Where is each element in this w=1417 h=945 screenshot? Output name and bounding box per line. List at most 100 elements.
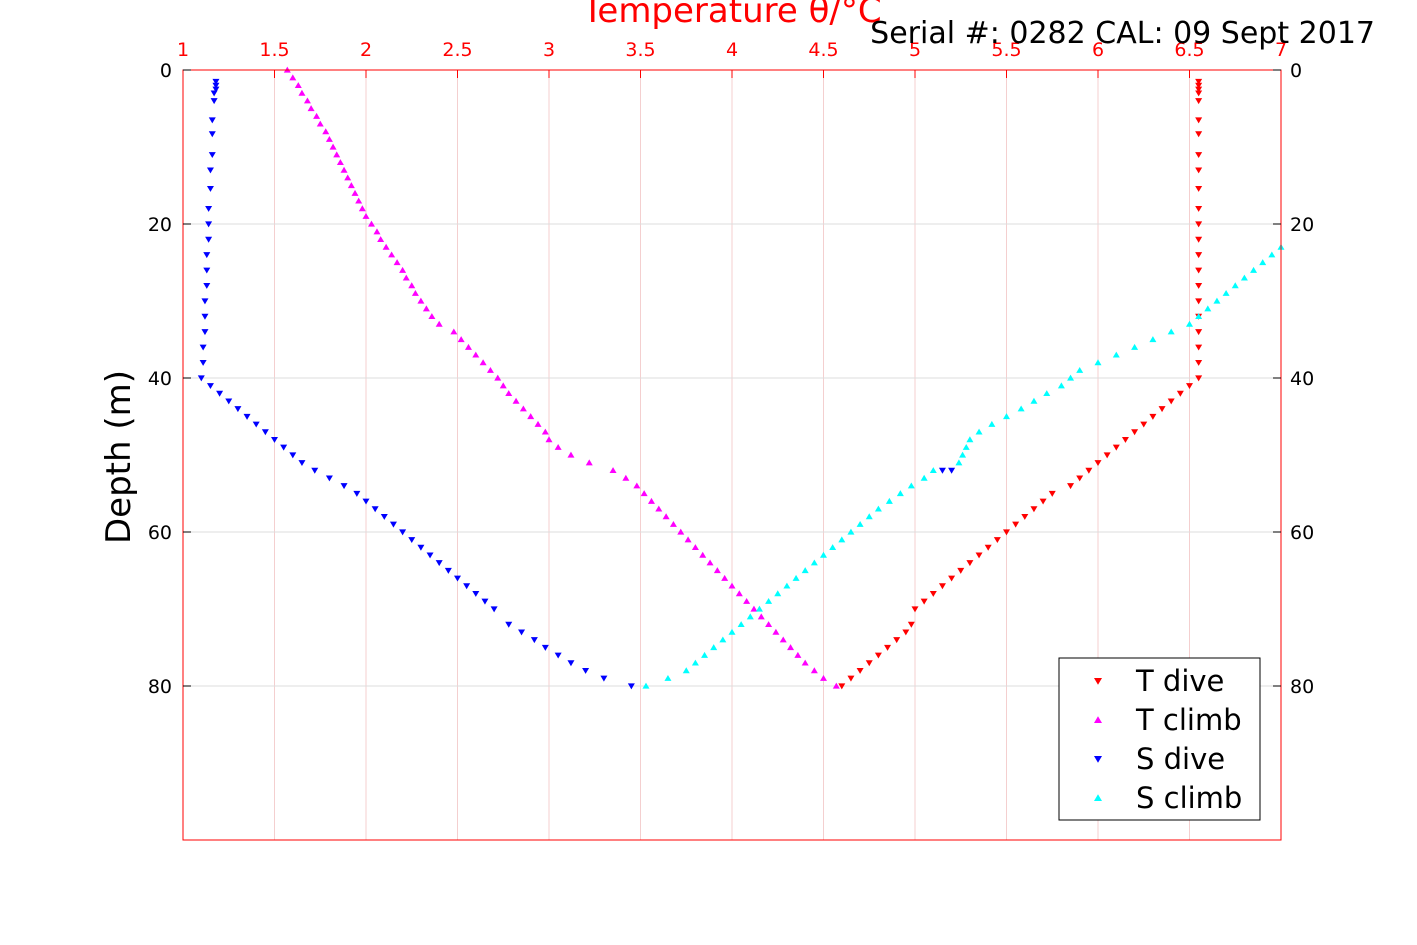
data-point — [208, 152, 216, 159]
data-point — [325, 475, 333, 482]
data-point — [710, 644, 718, 651]
data-point — [199, 359, 207, 366]
data-point — [389, 521, 397, 528]
data-point — [907, 621, 915, 628]
data-point — [1195, 205, 1203, 212]
data-point — [1195, 131, 1203, 138]
data-point — [344, 174, 352, 181]
data-point — [329, 143, 337, 150]
data-point — [201, 313, 209, 320]
data-point — [706, 559, 714, 566]
data-point — [298, 89, 306, 96]
data-point — [966, 560, 974, 567]
data-point — [294, 82, 302, 89]
data-point — [206, 383, 214, 390]
data-point — [669, 520, 677, 527]
data-point — [1112, 351, 1120, 358]
data-point — [519, 405, 527, 412]
data-point — [362, 498, 370, 505]
data-point — [847, 528, 855, 535]
data-point — [1012, 521, 1020, 528]
data-point — [358, 205, 366, 212]
data-point — [428, 313, 436, 320]
legend-label: S climb — [1136, 781, 1242, 815]
data-point — [371, 506, 379, 513]
data-point — [347, 182, 355, 189]
data-point — [205, 221, 213, 228]
x-tick-label: 2 — [360, 39, 372, 61]
data-point — [684, 536, 692, 543]
y-tick-label-left: 20 — [148, 214, 172, 236]
data-point — [210, 90, 218, 97]
y-tick-label-right: 80 — [1290, 676, 1314, 698]
data-point — [1176, 390, 1184, 397]
data-point — [1195, 298, 1203, 305]
data-point — [1158, 406, 1166, 413]
data-point — [289, 452, 297, 459]
data-point — [464, 343, 472, 350]
data-point — [307, 105, 315, 112]
data-point — [627, 683, 635, 690]
data-point — [1076, 366, 1084, 373]
data-point — [373, 228, 381, 235]
data-point — [735, 590, 743, 597]
data-point — [417, 297, 425, 304]
data-point — [792, 574, 800, 581]
data-point — [774, 590, 782, 597]
data-point — [499, 382, 507, 389]
data-point — [512, 397, 520, 404]
data-point — [1067, 483, 1075, 490]
data-point — [1043, 390, 1051, 397]
data-point — [884, 644, 892, 651]
data-point — [1167, 398, 1175, 405]
data-point — [719, 636, 727, 643]
data-point — [948, 467, 956, 474]
data-point — [490, 606, 498, 613]
data-point — [929, 467, 937, 474]
y-tick-label-left: 60 — [148, 522, 172, 544]
data-point — [838, 536, 846, 543]
data-point — [772, 628, 780, 635]
data-point — [737, 621, 745, 628]
x-tick-label: 7 — [1275, 39, 1287, 61]
data-point — [938, 467, 946, 474]
data-point — [1149, 413, 1157, 420]
data-point — [743, 597, 751, 604]
data-point — [367, 220, 375, 227]
y-tick-label-left: 0 — [160, 60, 172, 82]
data-point — [647, 497, 655, 504]
data-point — [408, 537, 416, 544]
data-point — [1250, 266, 1258, 273]
data-point — [856, 520, 864, 527]
data-point — [975, 428, 983, 435]
data-point — [701, 651, 709, 658]
data-point — [388, 251, 396, 258]
data-point — [832, 682, 840, 689]
data-point — [444, 567, 452, 574]
data-point — [920, 598, 928, 605]
data-point — [1259, 259, 1267, 266]
data-point — [541, 428, 549, 435]
data-point — [554, 652, 562, 659]
x-ticks: 1 1.5 2 2.5 3 3.5 4 4.5 5 5.5 6 6.5 7 — [177, 39, 1287, 78]
x-tick-label: 3 — [543, 39, 555, 61]
series-t-dive — [838, 78, 1203, 690]
data-point — [1067, 374, 1075, 381]
data-point — [820, 674, 827, 681]
data-point — [1140, 421, 1148, 428]
y-ticks-left: 0 20 40 60 80 — [148, 60, 191, 698]
data-point — [1195, 344, 1203, 351]
data-point — [1003, 529, 1010, 536]
data-point — [962, 443, 970, 450]
data-point — [1240, 274, 1248, 281]
data-point — [609, 467, 617, 474]
x-tick-label: 6.5 — [1174, 39, 1204, 61]
data-point — [966, 436, 974, 443]
data-point — [1204, 305, 1212, 312]
data-point — [210, 98, 218, 105]
data-point — [1195, 313, 1203, 320]
data-point — [481, 598, 489, 605]
data-point — [1085, 467, 1093, 474]
x-tick-label: 2.5 — [442, 39, 472, 61]
data-point — [699, 551, 707, 558]
